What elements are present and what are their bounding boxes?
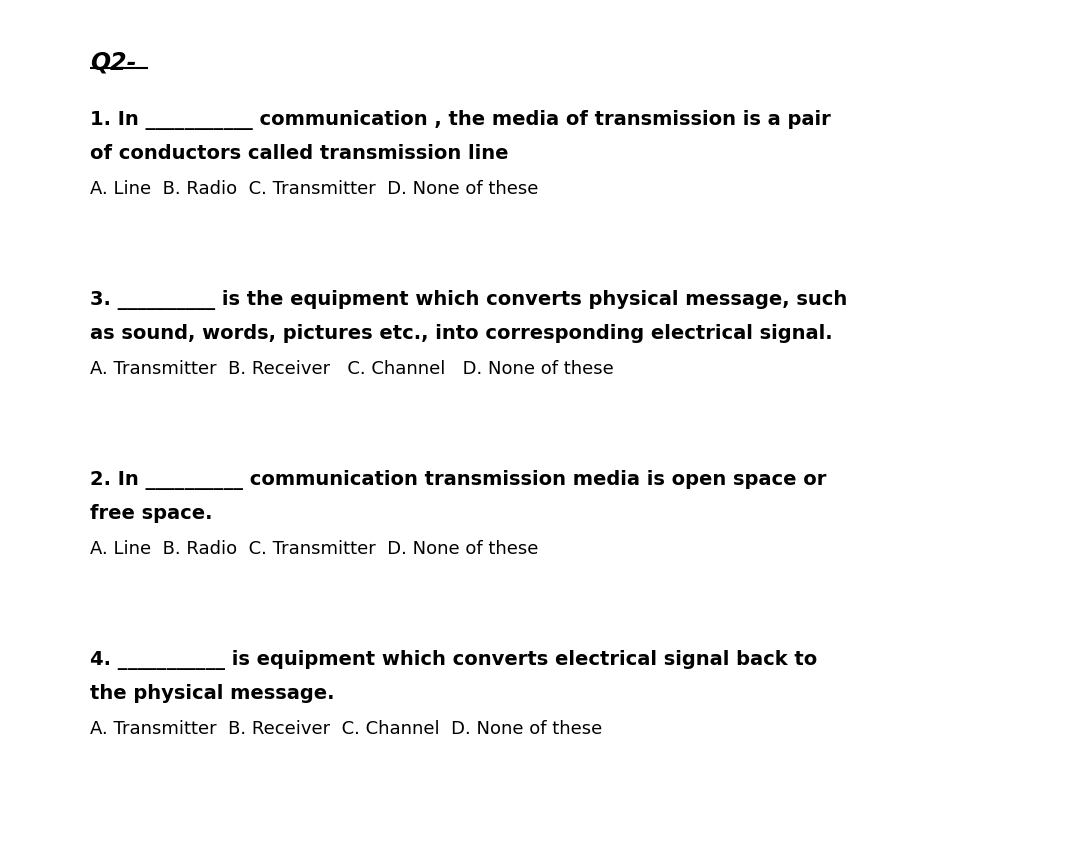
Text: as sound, words, pictures etc., into corresponding electrical signal.: as sound, words, pictures etc., into cor…: [90, 324, 833, 343]
Text: the physical message.: the physical message.: [90, 684, 335, 703]
Text: A. Line  B. Radio  C. Transmitter  D. None of these: A. Line B. Radio C. Transmitter D. None …: [90, 540, 538, 558]
Text: Q2-: Q2-: [90, 50, 136, 74]
Text: 3. __________ is the equipment which converts physical message, such: 3. __________ is the equipment which con…: [90, 290, 847, 310]
Text: 4. ___________ is equipment which converts electrical signal back to: 4. ___________ is equipment which conver…: [90, 650, 818, 670]
Text: 1. In ___________ communication , the media of transmission is a pair: 1. In ___________ communication , the me…: [90, 110, 831, 130]
Text: A. Transmitter  B. Receiver  C. Channel  D. None of these: A. Transmitter B. Receiver C. Channel D.…: [90, 720, 603, 738]
Text: A. Transmitter  B. Receiver   C. Channel   D. None of these: A. Transmitter B. Receiver C. Channel D.…: [90, 360, 613, 378]
Text: A. Line  B. Radio  C. Transmitter  D. None of these: A. Line B. Radio C. Transmitter D. None …: [90, 180, 538, 198]
Text: free space.: free space.: [90, 504, 213, 523]
Text: of conductors called transmission line: of conductors called transmission line: [90, 144, 509, 163]
Text: 2. In __________ communication transmission media is open space or: 2. In __________ communication transmiss…: [90, 470, 826, 490]
